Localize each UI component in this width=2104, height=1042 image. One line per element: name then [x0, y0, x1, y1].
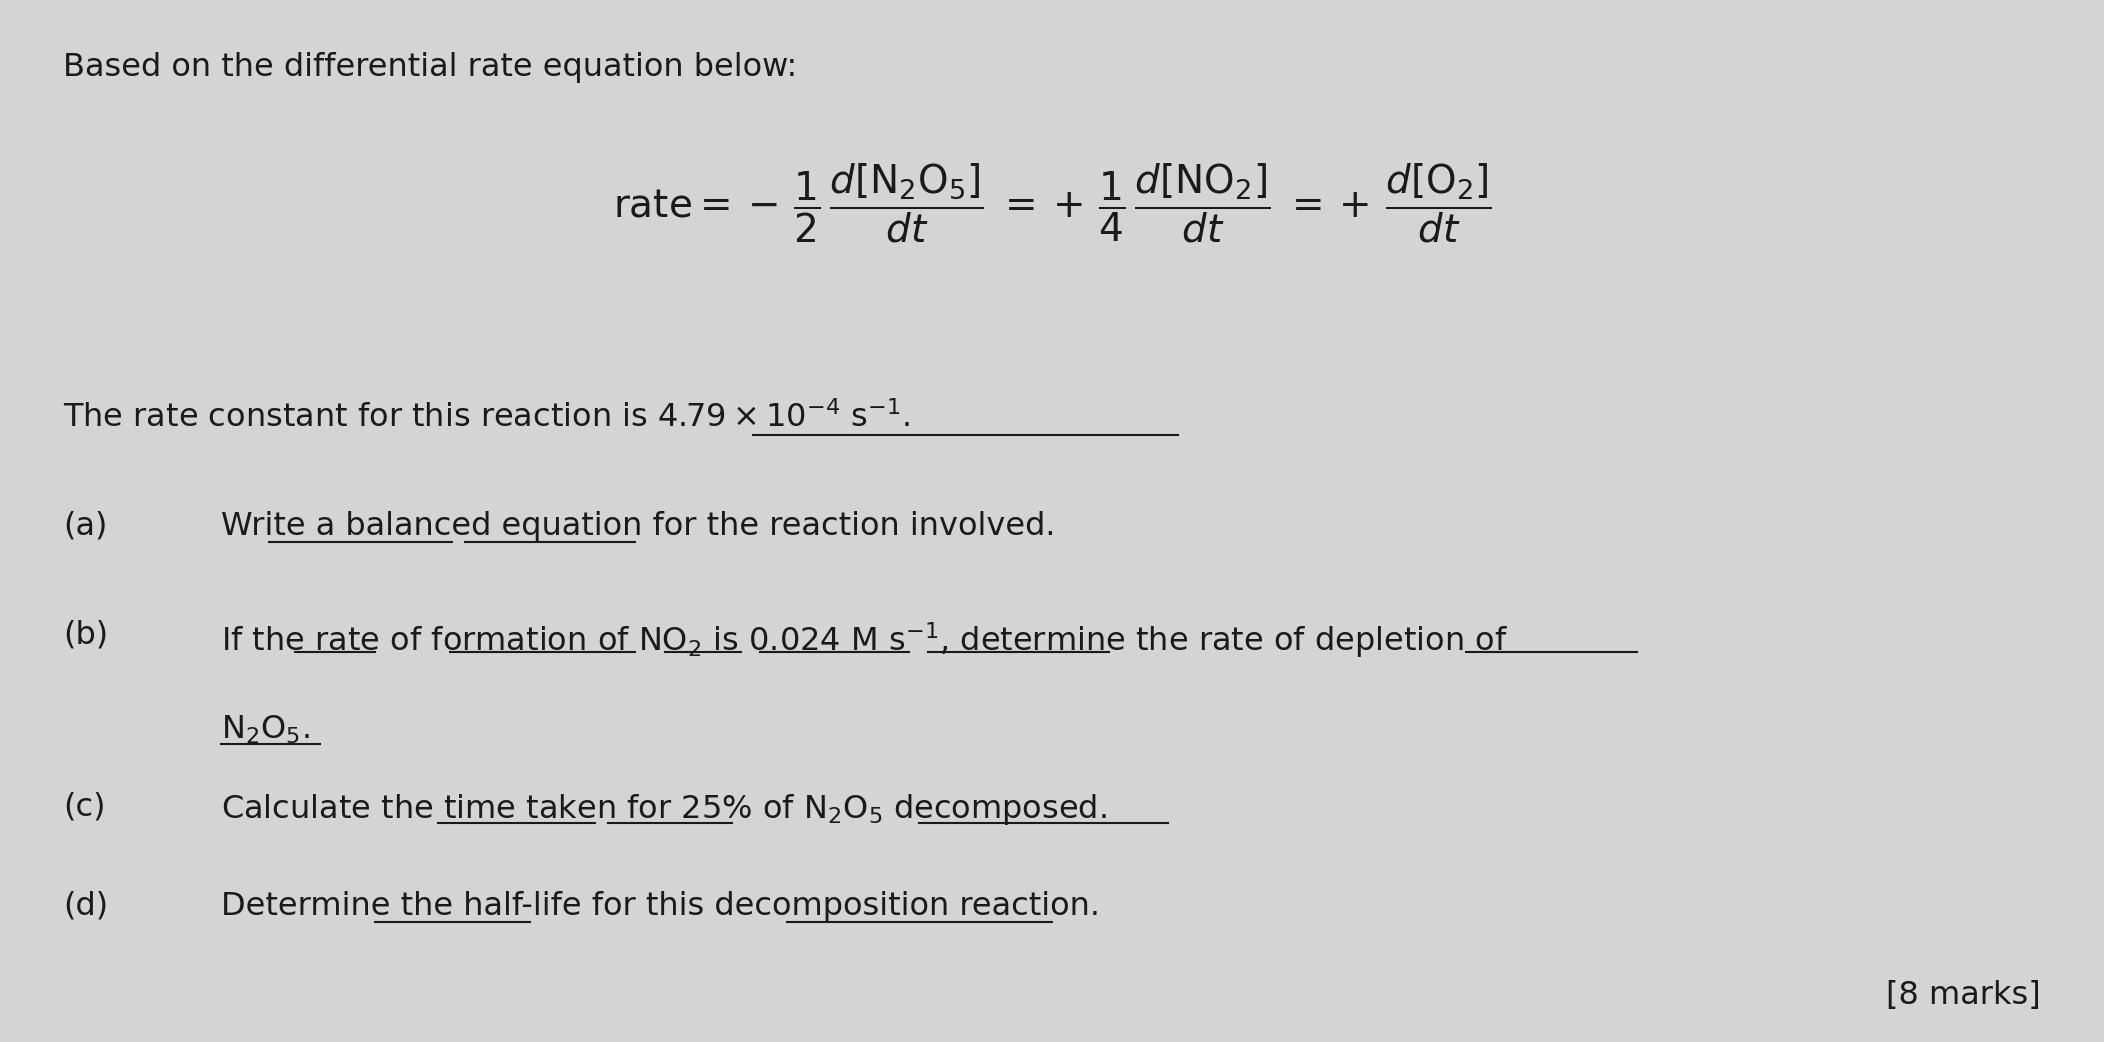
- Text: (a): (a): [63, 511, 107, 542]
- Text: (c): (c): [63, 792, 105, 823]
- Text: Based on the differential rate equation below:: Based on the differential rate equation …: [63, 52, 797, 83]
- Text: If the rate of formation of $\mathrm{NO_2}$ is $0.024\ \mathrm{M\ s^{-1}}$, dete: If the rate of formation of $\mathrm{NO_…: [221, 620, 1509, 660]
- Text: Write a balanced equation for the reaction involved.: Write a balanced equation for the reacti…: [221, 511, 1056, 542]
- Text: (b): (b): [63, 620, 107, 651]
- Text: The rate constant for this reaction is $4.79 \times 10^{-4}\ \mathrm{s^{-1}}$.: The rate constant for this reaction is $…: [63, 401, 911, 433]
- Text: $\mathrm{rate} = -\,\dfrac{1}{2}\,\dfrac{d[\mathrm{N_2O_5}]}{dt}\; = +\,\dfrac{1: $\mathrm{rate} = -\,\dfrac{1}{2}\,\dfrac…: [612, 162, 1492, 245]
- Text: $\mathrm{N_2O_5}$.: $\mathrm{N_2O_5}$.: [221, 714, 309, 746]
- Text: (d): (d): [63, 891, 107, 922]
- Text: Calculate the time taken for 25% of $\mathrm{N_2O_5}$ decomposed.: Calculate the time taken for 25% of $\ma…: [221, 792, 1107, 827]
- Text: Determine the half-life for this decomposition reaction.: Determine the half-life for this decompo…: [221, 891, 1100, 922]
- Text: [8 marks]: [8 marks]: [1885, 979, 2041, 1011]
